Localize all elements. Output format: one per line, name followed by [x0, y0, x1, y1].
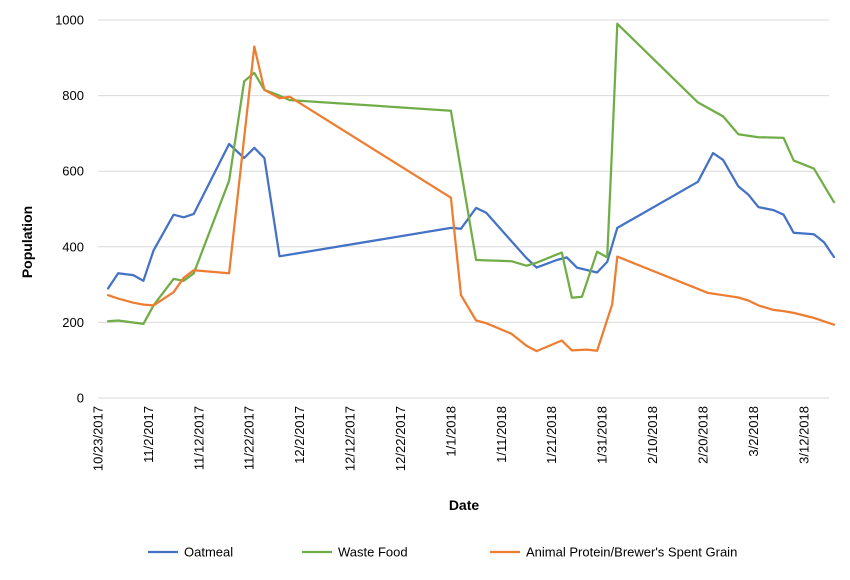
x-tick-label: 1/11/2018	[494, 406, 509, 463]
x-tick-label: 1/31/2018	[595, 406, 610, 464]
x-axis-title: Date	[449, 497, 480, 513]
y-tick-label: 1000	[55, 13, 84, 28]
x-tick-label: 12/22/2017	[393, 406, 408, 471]
legend: Oatmeal Waste Food Animal Protein/Brewer's…	[148, 545, 737, 560]
y-axis-title: Population	[19, 206, 35, 278]
x-axis-ticks: 10/23/2017 11/2/2017 11/12/2017 11/22/2017 1…	[91, 406, 812, 471]
legend-label: Oatmeal	[184, 545, 233, 560]
x-tick-label: 11/2/2017	[141, 406, 156, 463]
x-tick-label: 3/2/2018	[746, 406, 761, 457]
series-line-1	[106, 142, 836, 290]
x-tick-label: 11/12/2017	[191, 406, 206, 470]
x-tick-label: 3/12/2018	[796, 406, 811, 464]
legend-label: Waste Food	[338, 545, 408, 560]
x-tick-label: 2/20/2018	[695, 406, 710, 464]
y-tick-label: 800	[62, 88, 84, 103]
series-line-3	[106, 45, 836, 353]
legend-label: Animal Protein/Brewer's Spent Grain	[526, 545, 737, 560]
x-tick-label: 10/23/2017	[91, 406, 106, 471]
x-tick-label: 12/12/2017	[343, 406, 358, 471]
y-tick-label: 0	[77, 391, 84, 406]
y-axis-ticks: 0 200 400 600 800 1000	[55, 13, 84, 406]
x-tick-label: 11/22/2017	[242, 406, 257, 470]
y-tick-label: 400	[62, 239, 84, 254]
y-tick-label: 200	[62, 315, 84, 330]
x-tick-label: 12/2/2017	[292, 406, 307, 464]
series-line-2	[106, 22, 836, 326]
x-tick-label: 2/10/2018	[645, 406, 660, 464]
gridlines	[98, 19, 829, 399]
x-tick-label: 1/1/2018	[443, 406, 458, 457]
y-tick-label: 600	[62, 164, 84, 179]
x-tick-label: 1/21/2018	[544, 406, 559, 464]
series-lines	[106, 22, 836, 353]
